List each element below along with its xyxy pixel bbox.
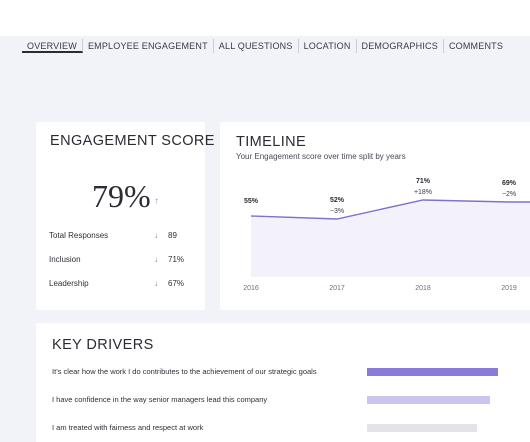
engagement-score-title: ENGAGEMENT SCORE [50,133,215,149]
timeline-card: TIMELINE Your Engagement score over time… [220,122,530,310]
tab-all-questions[interactable]: ALL QUESTIONS [214,39,299,53]
x-tick-label: 2016 [243,285,259,292]
data-label: 55% [244,198,259,205]
timeline-line [250,199,530,220]
metric-label-inclusion: Inclusion [49,255,81,264]
driver-label: I am treated with fairness and respect a… [52,423,204,432]
data-label: 71% [416,178,431,185]
x-tick-label: 2019 [501,285,517,292]
tab-demographics[interactable]: DEMOGRAPHICS [357,39,444,53]
data-label: 52% [330,197,345,204]
metric-value-total-responses: 89 [168,231,177,240]
key-drivers-title: KEY DRIVERS [52,337,154,353]
metric-value-inclusion: 71% [168,255,185,264]
metric-label-total-responses: Total Responses [49,231,109,240]
timeline-title: TIMELINE [236,134,307,150]
tab-employee-engagement[interactable]: EMPLOYEE ENGAGEMENT [83,39,214,53]
timeline-area [251,200,530,277]
tab-overview[interactable]: OVERVIEW [22,39,83,53]
x-tick-label: 2017 [329,285,345,292]
key-drivers-card: KEY DRIVERS It’s clear how the work I do… [36,323,530,442]
arrow-down-icon: ↓ [154,230,159,240]
top-bar [0,0,530,36]
driver-bar [367,396,490,404]
tab-location[interactable]: LOCATION [299,39,357,53]
x-tick-label: 2018 [415,285,431,292]
delta-label: −2% [502,191,516,198]
engagement-score-value: 79% [92,178,151,214]
driver-bar [367,424,477,432]
tab-comments[interactable]: COMMENTS [448,41,504,51]
tab-bar: OVERVIEW EMPLOYEE ENGAGEMENT ALL QUESTIO… [22,39,508,53]
delta-label: −3% [330,208,344,215]
arrow-up-icon: ↑ [154,196,159,207]
metric-label-leadership: Leadership [49,279,89,288]
timeline-chart: 55% 2016 52% −3% 2017 71% +18% 2018 69% −2% 2019 [243,178,530,292]
engagement-score-card: ENGAGEMENT SCORE 79% ↑ Total Responses ↓… [36,122,214,310]
arrow-down-icon: ↓ [154,254,159,264]
data-label: 69% [502,180,517,187]
driver-label: I have confidence in the way senior mana… [52,395,268,404]
driver-bar [367,368,498,376]
delta-label: +18% [414,189,432,196]
arrow-down-icon: ↓ [154,278,159,288]
driver-label: It’s clear how the work I do contributes… [52,367,317,376]
metric-value-leadership: 67% [168,279,185,288]
timeline-subtitle: Your Engagement score over time split by… [236,152,406,161]
